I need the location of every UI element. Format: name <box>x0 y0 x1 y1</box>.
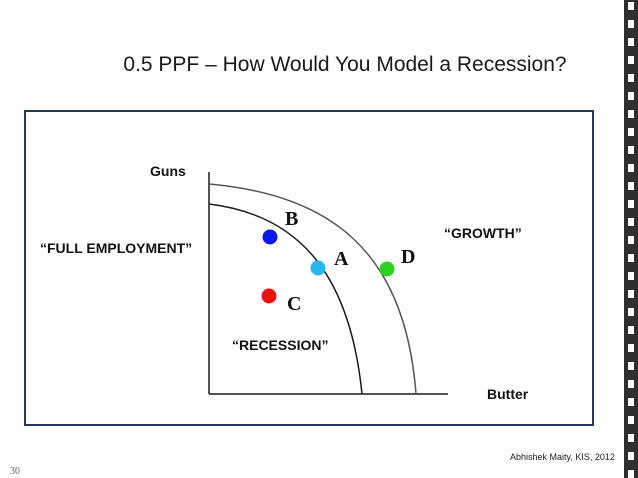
slide-number: 30 <box>10 466 20 477</box>
strip-dash <box>628 200 634 208</box>
strip-dash <box>628 74 634 82</box>
strip-dash <box>628 434 634 442</box>
strip-dash <box>628 164 634 172</box>
growth-label: “GROWTH” <box>444 225 522 241</box>
point-c-marker <box>261 288 277 304</box>
strip-dash <box>628 380 634 388</box>
strip-dash <box>628 56 634 64</box>
point-b-marker <box>262 229 278 245</box>
strip-dash <box>628 470 634 478</box>
strip-dash <box>628 128 634 136</box>
ppf-shifted-curve <box>208 183 417 395</box>
strip-dash <box>628 362 634 370</box>
side-decoration-strip <box>624 0 638 478</box>
strip-dash <box>628 92 634 100</box>
strip-dash <box>628 38 634 46</box>
x-axis-label: Butter <box>487 386 529 402</box>
point-d-label: D <box>401 246 416 268</box>
ppf-curve <box>208 203 363 395</box>
author-credit: Abhishek Maity, KIS, 2012 <box>510 452 615 462</box>
strip-dash <box>628 182 634 190</box>
point-d-marker <box>379 261 395 277</box>
strip-dash <box>628 344 634 352</box>
strip-dash <box>628 2 634 10</box>
strip-dash <box>628 290 634 298</box>
strip-dash <box>628 236 634 244</box>
strip-dash <box>628 416 634 424</box>
strip-dash <box>628 218 634 226</box>
strip-dash <box>628 452 634 460</box>
point-a-label: A <box>334 248 349 270</box>
slide-title: 0.5 PPF – How Would You Model a Recessio… <box>123 53 567 76</box>
strip-dash <box>628 272 634 280</box>
strip-dash <box>628 326 634 334</box>
full-employment-label: “FULL EMPLOYMENT” <box>40 240 193 256</box>
strip-dash <box>628 254 634 262</box>
point-b-label: B <box>285 208 299 230</box>
recession-label: “RECESSION” <box>232 337 329 353</box>
strip-dash <box>628 398 634 406</box>
point-c-label: C <box>287 293 302 315</box>
strip-dash <box>628 20 634 28</box>
point-a-marker <box>310 260 326 276</box>
strip-dash <box>628 308 634 316</box>
strip-dash <box>628 110 634 118</box>
diagram-frame <box>24 110 594 426</box>
y-axis-label: Guns <box>150 163 186 179</box>
strip-dash <box>628 146 634 154</box>
